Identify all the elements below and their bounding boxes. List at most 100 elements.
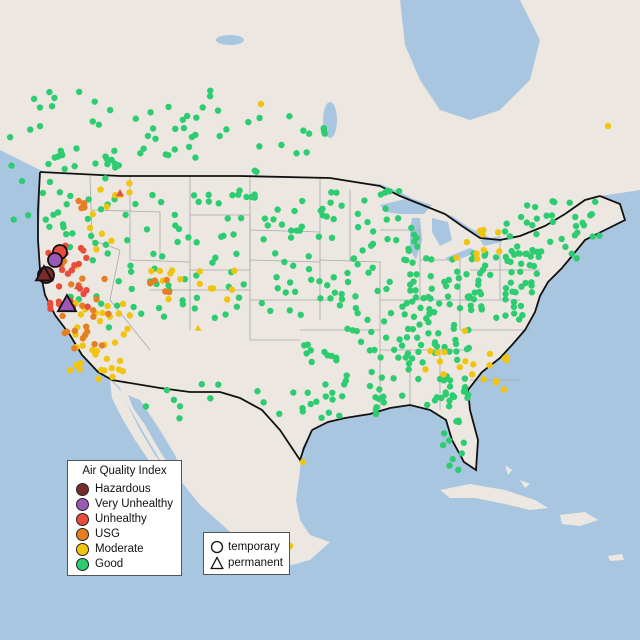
monitor-point: [211, 314, 218, 322]
monitor-point: [405, 360, 413, 367]
monitor-point: [149, 191, 156, 199]
monitor-point: [395, 354, 402, 361]
monitor-point: [519, 311, 526, 319]
monitor-point: [97, 206, 105, 213]
monitor-point: [413, 271, 420, 278]
monitor-point: [115, 366, 123, 373]
monitor-point: [192, 154, 199, 161]
monitor-point: [207, 395, 214, 402]
monitor-point: [503, 220, 510, 227]
monitor-point: [453, 348, 460, 355]
monitor-point: [101, 367, 108, 374]
monitor-point: [287, 234, 295, 241]
bahamas-land: [505, 465, 530, 488]
monitor-point: [98, 342, 106, 349]
monitor-point: [428, 256, 435, 263]
monitor-point: [374, 287, 381, 295]
monitor-point: [223, 126, 230, 133]
monitor-point: [8, 162, 15, 169]
monitor-point: [450, 321, 458, 329]
monitor-point: [99, 309, 106, 317]
monitor-point: [163, 386, 171, 394]
monitor-point: [260, 236, 267, 243]
monitor-point: [36, 104, 44, 111]
unhealthy-swatch-icon: [76, 512, 89, 526]
monitor-point: [455, 417, 462, 424]
monitor-point: [445, 403, 453, 410]
monitor-point: [441, 343, 448, 351]
monitor-point: [224, 215, 231, 222]
monitor-point: [298, 223, 306, 230]
monitor-point: [461, 385, 468, 393]
monitor-point: [372, 410, 380, 418]
monitor-point: [496, 248, 503, 255]
monitor-point: [384, 235, 391, 243]
monitor-point: [468, 371, 476, 378]
monitor-point: [558, 235, 565, 243]
monitor-point: [150, 250, 157, 258]
monitor-point: [185, 143, 193, 151]
monitor-point: [383, 216, 390, 223]
monitor-point: [193, 272, 200, 279]
monitor-point: [344, 325, 351, 332]
monitor-point: [528, 289, 536, 296]
monitor-point: [222, 311, 229, 318]
monitor-point: [300, 127, 307, 134]
monitor-point: [299, 197, 306, 205]
monitor-point: [533, 230, 540, 238]
monitor-point: [124, 236, 131, 244]
monitor-point: [30, 95, 38, 103]
monitor-point: [502, 284, 510, 292]
legend-label: Good: [95, 558, 124, 570]
monitor-point: [196, 280, 203, 288]
monitor-point: [63, 230, 70, 238]
legend-label: temporary: [228, 540, 280, 553]
monitor-point: [522, 279, 529, 287]
monitor-point: [319, 212, 326, 219]
monitor-point: [95, 121, 103, 128]
monitor-point: [191, 305, 199, 312]
monitor-point: [291, 288, 299, 296]
monitor-point: [258, 299, 266, 307]
monitor-point: [89, 257, 96, 264]
monitor-point: [78, 204, 85, 212]
monitor-point: [435, 300, 443, 307]
monitor-point: [354, 210, 362, 218]
monitor-point: [90, 313, 97, 320]
monitor-point: [463, 238, 471, 246]
monitor-point: [108, 237, 115, 245]
monitor-point: [410, 313, 418, 320]
monitor-point: [286, 307, 293, 314]
monitor-point: [589, 233, 596, 240]
monitor-point: [174, 238, 181, 246]
monitor-point: [104, 302, 111, 310]
monitor-point: [67, 192, 74, 200]
monitor-point: [549, 218, 557, 226]
monitor-point: [106, 106, 114, 114]
monitor-point: [317, 295, 324, 302]
monitor-point: [233, 303, 241, 310]
monitor-point: [58, 266, 66, 274]
monitor-point: [240, 281, 247, 288]
monitor-point: [205, 191, 212, 199]
monitor-point: [267, 307, 274, 315]
monitor-point: [364, 218, 371, 226]
monitor-point: [436, 358, 444, 365]
monitor-point: [109, 373, 116, 381]
monitor-point: [46, 178, 54, 186]
monitor-point: [453, 356, 461, 364]
monitor-point: [245, 118, 252, 126]
monitor-point: [440, 371, 447, 378]
monitor-point: [198, 381, 206, 388]
monitor-point: [293, 150, 300, 157]
cuba-land: [440, 484, 548, 510]
monitor-point: [209, 259, 216, 266]
monitor-point: [76, 366, 83, 373]
monitor-point: [522, 250, 529, 258]
monitor-point: [48, 102, 56, 110]
us-mexico-border: [111, 379, 313, 463]
monitor-point: [386, 278, 393, 286]
monitor-point: [264, 222, 271, 229]
monitor-point: [357, 338, 365, 346]
monitor-point: [177, 276, 184, 283]
